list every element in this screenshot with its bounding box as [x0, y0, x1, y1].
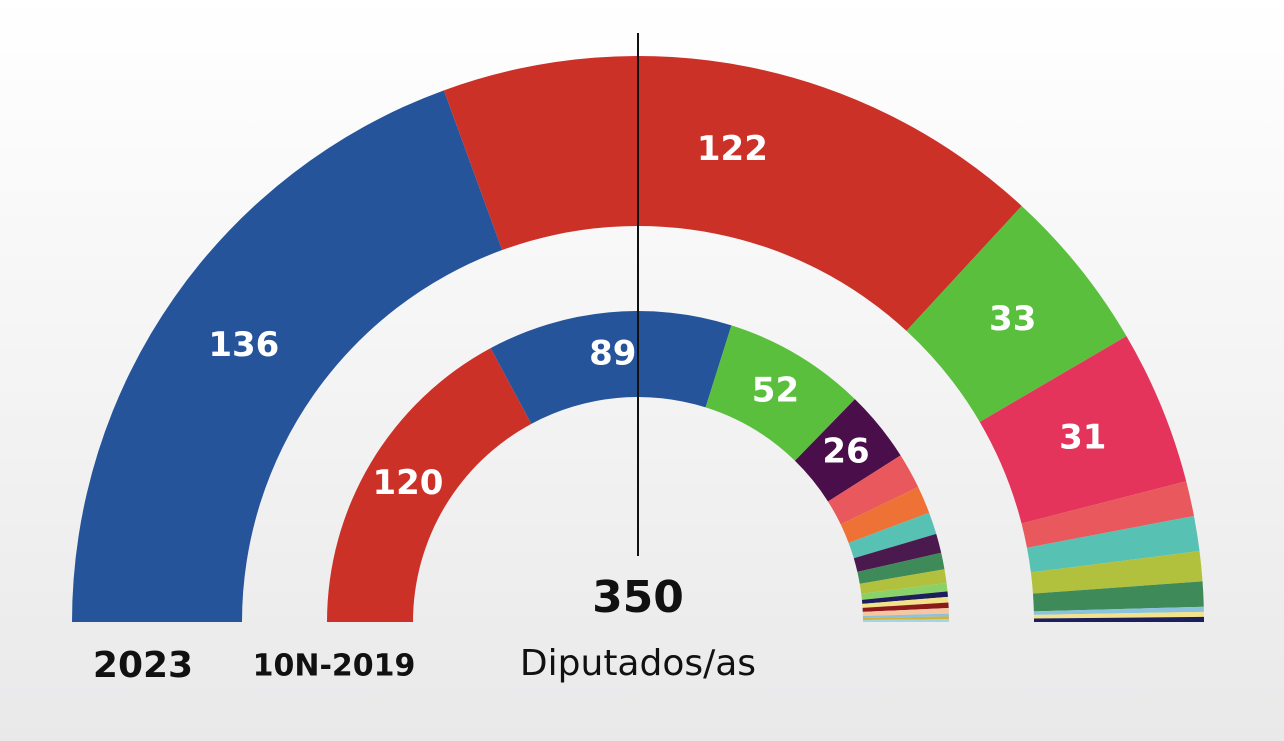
subtitle: Diputados/as	[520, 643, 756, 684]
value-label: 26	[822, 432, 869, 472]
seat-segment	[853, 533, 942, 572]
seat-segment	[862, 608, 949, 616]
seat-segment	[979, 336, 1187, 524]
seat-segment	[861, 591, 948, 604]
seat-segment	[1033, 616, 1204, 622]
seat-segment	[72, 90, 503, 622]
value-label: 122	[697, 129, 768, 169]
seat-segment	[1021, 481, 1194, 548]
seat-segment	[1026, 515, 1200, 573]
seat-segment	[1030, 551, 1203, 594]
seat-segment	[827, 455, 919, 525]
value-label: 89	[589, 334, 636, 374]
seat-segment	[490, 311, 732, 424]
seat-segment	[906, 205, 1127, 422]
seat-segment	[848, 512, 937, 559]
ring-label: 2023	[93, 645, 193, 686]
ring-label: 10N-2019	[253, 649, 416, 684]
seat-segment	[794, 399, 901, 502]
total: 350	[592, 572, 684, 623]
value-label: 120	[372, 463, 443, 503]
seat-segment	[327, 348, 532, 622]
value-label: 33	[989, 299, 1036, 339]
seat-segment	[862, 616, 949, 620]
seat-segment	[861, 583, 948, 600]
seat-segment	[862, 613, 949, 618]
seat-segment	[862, 619, 949, 622]
seat-segment	[705, 325, 855, 461]
seat-segment	[859, 569, 947, 594]
value-label: 52	[752, 370, 799, 410]
seat-segment	[862, 602, 949, 612]
seat-segment	[1033, 606, 1204, 615]
seat-segment	[1032, 581, 1204, 612]
seat-segment	[443, 56, 1022, 331]
seat-segment	[862, 596, 949, 608]
seat-segment	[1033, 611, 1204, 619]
value-label: 31	[1059, 417, 1106, 457]
value-label: 136	[208, 325, 279, 365]
rings: 136 122 33 31 120 89 52 26	[72, 56, 1204, 622]
seat-segment	[840, 487, 930, 543]
seat-segment	[857, 552, 945, 584]
